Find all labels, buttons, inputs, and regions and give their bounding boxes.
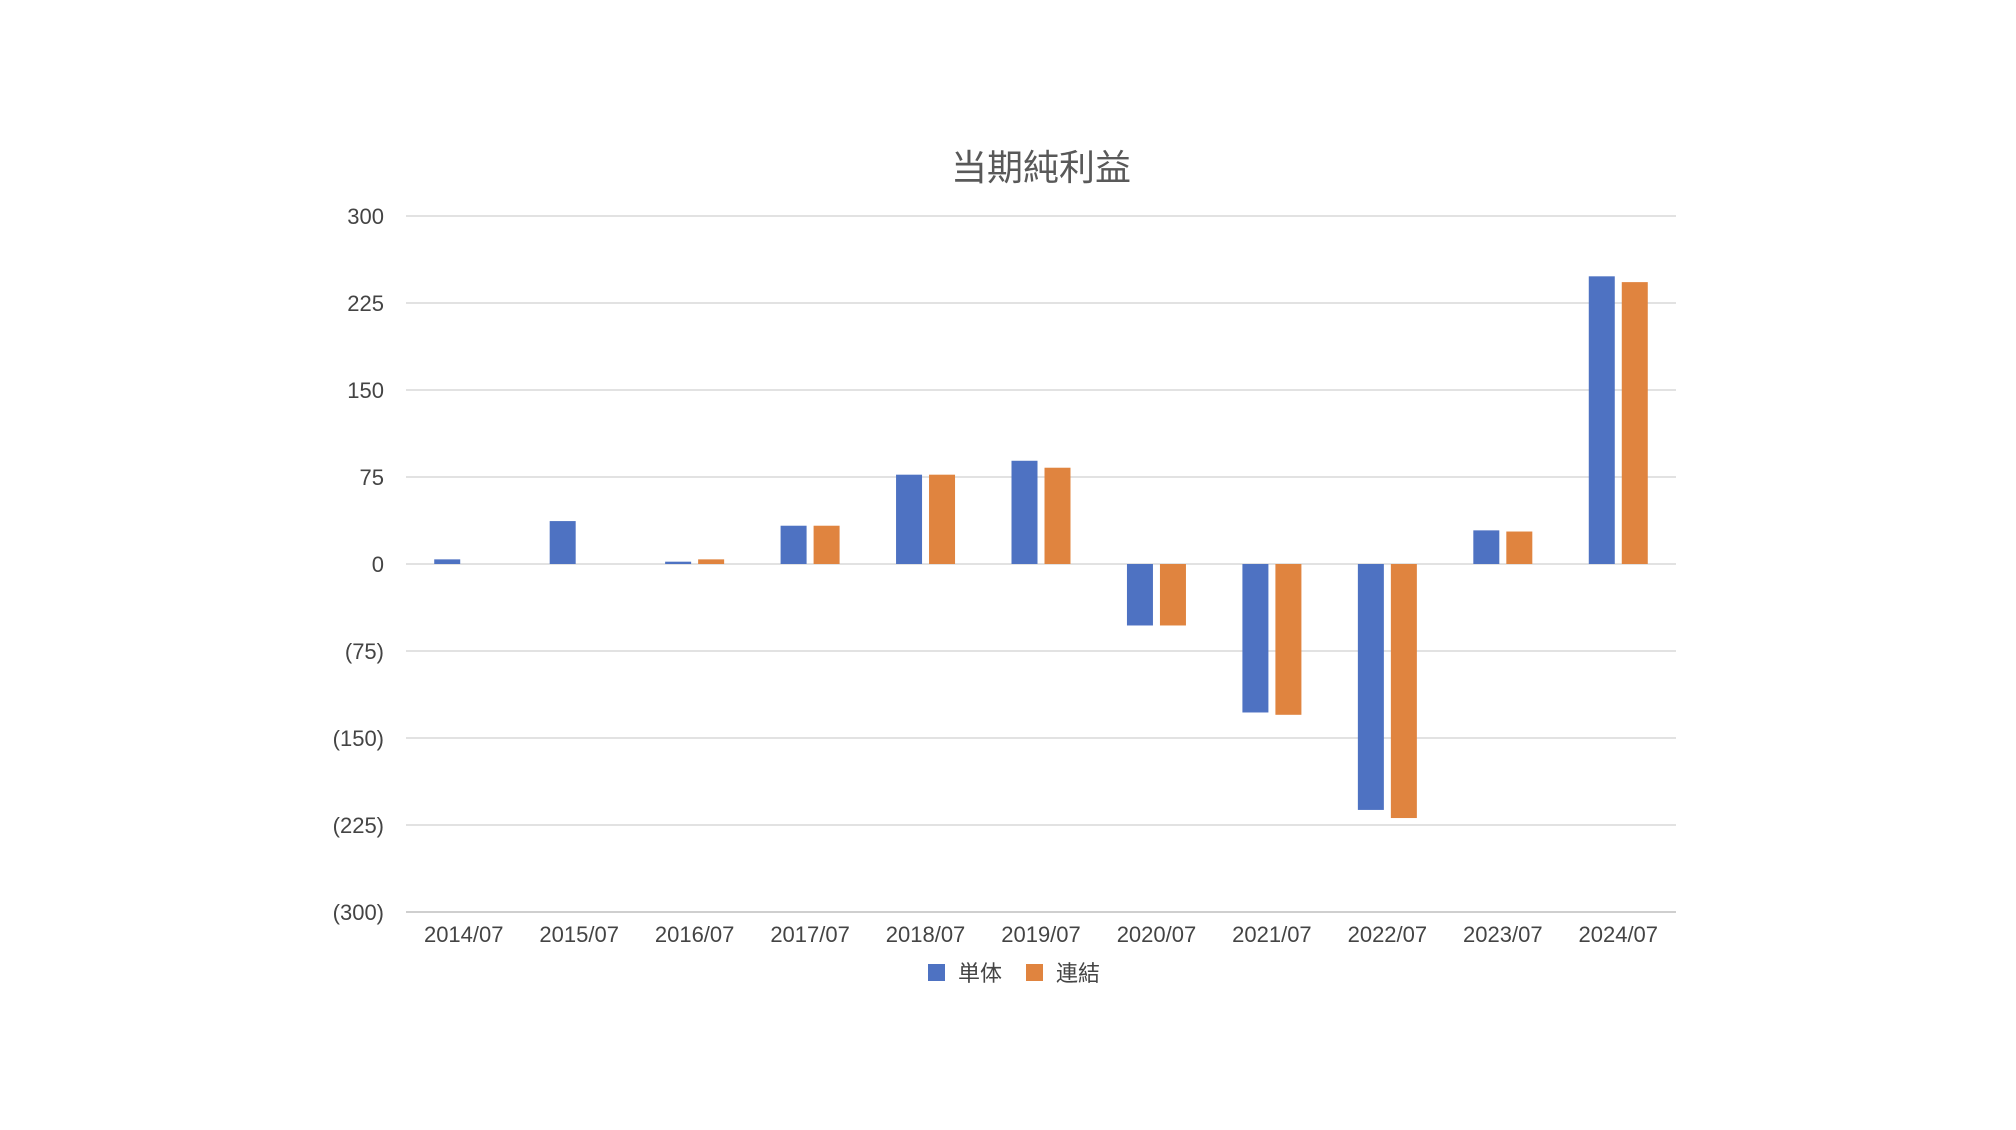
bar-series1-2024-07 [1588,276,1615,564]
bar-series1-2017-07 [780,525,807,564]
bar-series2-2024-07 [1621,282,1648,564]
y-tick-label: 75 [360,465,384,490]
legend: 単体 連結 [928,962,1100,987]
x-tick-label: 2023/07 [1463,922,1543,947]
bar-series2-2016-07 [698,559,725,564]
y-tick-label: (225) [333,813,384,838]
bar-series1-2023-07 [1473,530,1500,564]
x-tick-label: 2018/07 [886,922,966,947]
y-tick-label: 225 [347,291,384,316]
bar-series2-2019-07 [1044,467,1071,564]
legend-swatch [1026,964,1043,981]
bar-series2-2018-07 [929,474,956,564]
x-axis-tick-labels: 2014/07 2015/07 2016/07 2017/07 2018/07 2019/… [424,922,1658,947]
x-tick-label: 2017/07 [770,922,850,947]
y-tick-label: 0 [372,552,384,577]
x-tick-label: 2024/07 [1579,922,1659,947]
bar-series2-2021-07 [1275,564,1302,715]
y-tick-label: (300) [333,900,384,925]
y-tick-label: 300 [347,204,384,229]
y-axis-tick-labels: 300 225 150 75 0 (75) (150) (225) (300) [333,204,384,925]
legend-label: 単体 [958,962,1002,987]
bar-series1-2015-07 [549,521,576,564]
bars [434,276,1648,819]
legend-label: 連結 [1056,962,1100,987]
x-tick-label: 2015/07 [539,922,619,947]
bar-series1-2016-07 [665,561,692,564]
x-tick-label: 2014/07 [424,922,504,947]
bar-series1-2020-07 [1126,564,1153,626]
gridlines [406,215,1676,913]
bar-series1-2014-07 [434,559,461,564]
y-tick-label: 150 [347,378,384,403]
x-tick-label: 2020/07 [1117,922,1197,947]
y-tick-label: (150) [333,726,384,751]
bar-series1-2019-07 [1011,460,1038,564]
bar-series1-2018-07 [896,474,923,564]
bar-series2-2023-07 [1506,531,1533,564]
x-tick-label: 2019/07 [1001,922,1081,947]
chart-title: 当期純利益 [951,148,1131,189]
bar-series2-2020-07 [1159,564,1186,626]
y-tick-label: (75) [345,639,384,664]
bar-series2-2017-07 [813,525,840,564]
bar-series1-2021-07 [1242,564,1269,713]
legend-swatch [928,964,945,981]
bar-series1-2022-07 [1357,564,1384,810]
x-tick-label: 2021/07 [1232,922,1312,947]
x-tick-label: 2016/07 [655,922,735,947]
bar-series2-2022-07 [1390,564,1417,819]
x-tick-label: 2022/07 [1348,922,1428,947]
